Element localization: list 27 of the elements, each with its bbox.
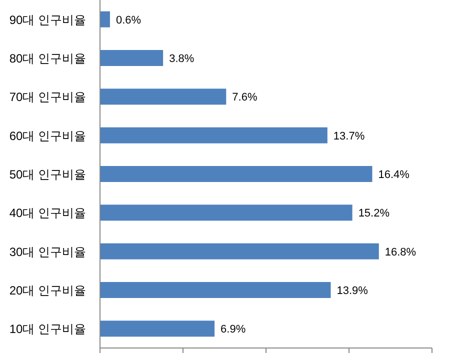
y-tick-label: 50대 인구비율 [9, 168, 86, 182]
bar [100, 282, 331, 298]
data-label: 0.6% [116, 14, 142, 26]
y-tick-label: 10대 인구비율 [9, 322, 86, 336]
bar [100, 204, 352, 221]
y-tick-label: 40대 인구비율 [9, 206, 86, 220]
data-label: 13.9% [336, 285, 368, 297]
data-label: 15.2% [358, 208, 390, 220]
data-label: 6.9% [220, 324, 246, 336]
data-label: 16.8% [384, 246, 416, 258]
y-tick-label: 70대 인구비율 [9, 90, 86, 104]
y-tick-label: 30대 인구비율 [9, 244, 86, 259]
data-label: 3.8% [169, 53, 194, 65]
data-label: 7.6% [232, 92, 258, 104]
bar [100, 11, 110, 28]
y-tick-label: 80대 인구비율 [9, 52, 86, 66]
y-tick-label: 90대 인구비율 [9, 12, 86, 27]
bar [100, 320, 215, 337]
bar [100, 127, 328, 144]
bar [100, 50, 164, 66]
y-tick-label: 60대 인구비율 [9, 128, 86, 143]
y-tick-label: 20대 인구비율 [9, 284, 86, 298]
bar [100, 166, 372, 182]
bar [100, 243, 379, 260]
data-label: 13.7% [333, 130, 365, 142]
data-label: 16.4% [378, 169, 410, 181]
bar [100, 88, 226, 105]
